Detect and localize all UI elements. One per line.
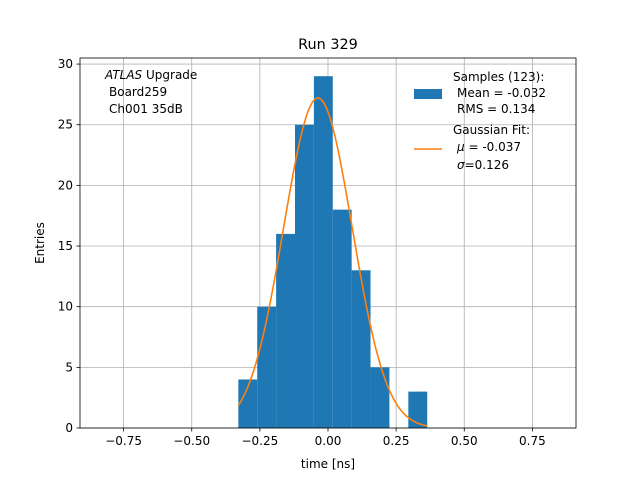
annotation-box: ATLAS Upgrade Board259 Ch001 35dB [104, 68, 197, 116]
histogram-bar [408, 391, 428, 428]
histogram-bar [276, 233, 295, 428]
x-tick-label: 0.00 [315, 434, 342, 448]
gaussian-fit [237, 97, 428, 427]
x-tick-label: −0.50 [173, 434, 210, 448]
y-tick-label: 10 [58, 300, 73, 314]
legend: Samples (123): Mean = -0.032 RMS = 0.134… [414, 70, 546, 172]
y-tick-label: 20 [58, 178, 73, 192]
x-axis-label: time [ns] [301, 457, 355, 471]
sigma-value: =0.126 [465, 158, 509, 172]
histogram-bar [294, 124, 314, 428]
x-tick-label: 0.75 [519, 434, 546, 448]
histogram-bar [332, 209, 352, 428]
y-axis-ticks: 0 5 10 15 20 25 30 [58, 57, 80, 435]
gaussian-fit-curve [237, 97, 428, 427]
mu-symbol: μ [456, 140, 465, 154]
x-tick-label: 0.25 [383, 434, 410, 448]
mu-value: = -0.037 [465, 140, 521, 154]
x-tick-label: −0.25 [241, 434, 278, 448]
legend-fit-sigma: σ=0.126 [457, 158, 509, 172]
legend-samples-title: Samples (123): [453, 70, 544, 84]
y-tick-label: 5 [65, 360, 73, 374]
legend-fit-title: Gaussian Fit: [453, 123, 530, 137]
x-axis-ticks: −0.75 −0.50 −0.25 0.00 0.25 0.50 0.75 [105, 428, 546, 448]
chart-title: Run 329 [298, 37, 358, 53]
y-tick-label: 25 [58, 118, 73, 132]
annotation-line-2: Board259 [109, 85, 167, 99]
histogram-bar [351, 270, 371, 428]
histogram-bars [238, 76, 428, 429]
y-tick-label: 0 [65, 421, 73, 435]
histogram-bar [238, 379, 258, 428]
histogram-bar [313, 76, 333, 429]
y-axis-label: Entries [33, 222, 47, 264]
legend-samples-rms: RMS = 0.134 [457, 102, 535, 116]
histogram-bar [370, 367, 390, 428]
x-tick-label: −0.75 [105, 434, 142, 448]
legend-samples-mean: Mean = -0.032 [457, 86, 546, 100]
annotation-atlas: ATLAS [104, 68, 143, 82]
annotation-upgrade: Upgrade [142, 68, 197, 82]
y-tick-label: 15 [58, 239, 73, 253]
histogram-bar [257, 306, 277, 428]
legend-fit-mu: μ = -0.037 [456, 140, 521, 154]
x-tick-label: 0.50 [451, 434, 478, 448]
legend-samples-swatch [414, 89, 442, 99]
annotation-line-3: Ch001 35dB [109, 102, 183, 116]
y-tick-label: 30 [58, 57, 73, 71]
annotation-line-1: ATLAS Upgrade [104, 68, 197, 82]
sigma-symbol: σ [457, 158, 465, 172]
